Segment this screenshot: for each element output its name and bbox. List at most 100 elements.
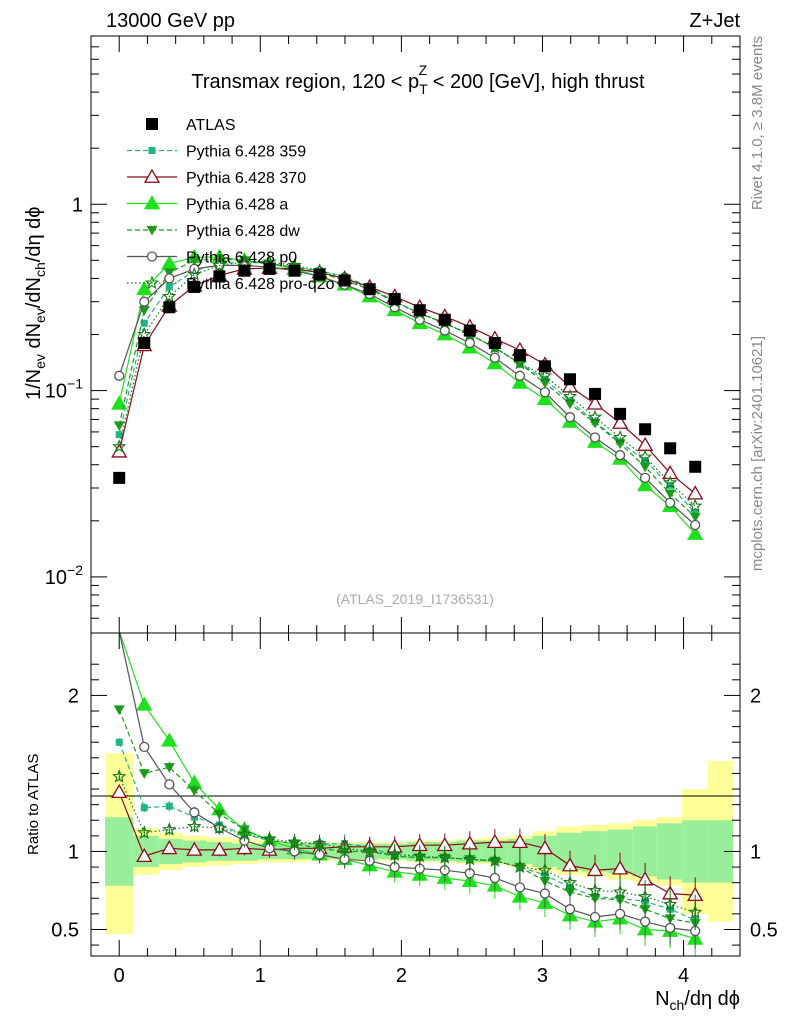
ratio-point-pythia-6-428-a — [136, 696, 153, 711]
ratio-y-axis-label: Ratio to ATLAS — [25, 754, 42, 855]
ratio-y-tick-label: 0.5 — [51, 919, 79, 941]
ratio-point-pythia-6-428-pro-q2o — [112, 769, 127, 783]
ratio-point-pythia-6-428-p0 — [139, 741, 150, 753]
data-point-atlas — [363, 283, 376, 296]
data-point-pythia-6-428-a — [636, 477, 654, 492]
main-y-axis-label: 1/Nev dNev/dNch/dη dϕ — [23, 207, 48, 400]
ratio-point-pythia-6-428-p0 — [539, 888, 551, 899]
ratio-point-pythia-6-428-pro-q2o — [387, 847, 402, 861]
data-point-atlas — [188, 280, 201, 293]
ylabel-part-a: 1/N — [23, 369, 45, 400]
ratio-y-tick-label-right: 0.5 — [750, 919, 778, 941]
data-point-atlas — [338, 274, 351, 287]
ratio-point-pythia-6-428-370 — [161, 840, 178, 855]
side-label-top: Rivet 4.1.0, ≥ 3.8M events — [749, 36, 766, 210]
ratio-point-pythia-6-428-pro-q2o — [512, 859, 528, 874]
data-point-pythia-6-428-p0 — [539, 387, 551, 398]
ratio-point-pythia-6-428-p0 — [564, 904, 576, 915]
ratio-point-pythia-6-428-dw — [113, 705, 125, 715]
ratio-y-tick-label-right: 2 — [750, 685, 761, 707]
data-point-pythia-6-428-pro-q2o — [637, 449, 653, 464]
data-point-pythia-6-428-370 — [687, 485, 704, 500]
data-point-pythia-6-428-370 — [611, 414, 629, 429]
legend-marker-pythia-6-428-pro-q2o — [144, 275, 160, 290]
ratio-point-pythia-6-428-pro-q2o — [688, 904, 703, 919]
legend-label-pythia-6-428-p0: Pythia 6.428 p0 — [186, 250, 297, 267]
data-point-pythia-6-428-359 — [115, 431, 123, 439]
data-point-atlas — [563, 373, 576, 386]
data-point-pythia-6-428-dw — [689, 512, 701, 523]
ratio-point-pythia-6-428-pro-q2o — [237, 826, 252, 841]
title-main: Transmax region, 120 < p — [191, 71, 419, 93]
data-point-pythia-6-428-p0 — [514, 370, 526, 381]
data-point-pythia-6-428-dw — [188, 256, 200, 266]
data-point-pythia-6-428-pro-q2o — [688, 498, 703, 513]
data-point-atlas — [639, 423, 652, 436]
data-point-pythia-6-428-359 — [165, 283, 173, 291]
data-point-pythia-6-428-dw — [163, 268, 175, 279]
ratio-point-pythia-6-428-370 — [536, 840, 554, 855]
data-point-pythia-6-428-pro-q2o — [612, 430, 628, 444]
ratio-point-pythia-6-428-dw — [213, 809, 225, 820]
data-point-pythia-6-428-p0 — [639, 472, 651, 484]
stat-band-bin — [632, 826, 657, 877]
ratio-point-pythia-6-428-pro-q2o — [437, 850, 452, 864]
ratio-point-pythia-6-428-pro-q2o — [587, 883, 603, 897]
data-point-pythia-6-428-pro-q2o — [587, 409, 603, 424]
ratio-point-pythia-6-428-pro-q2o — [137, 825, 152, 839]
data-point-atlas — [138, 337, 151, 350]
ylabel-part-e: /dN — [23, 277, 45, 308]
ratio-point-pythia-6-428-pro-q2o — [663, 897, 678, 911]
data-point-atlas — [238, 264, 251, 277]
analysis-label: (ATLAS_2019_I1736531) — [336, 591, 494, 607]
ratio-point-pythia-6-428-359 — [140, 804, 148, 812]
data-point-atlas — [163, 301, 176, 314]
ratio-point-pythia-6-428-pro-q2o — [212, 820, 227, 835]
data-point-pythia-6-428-p0 — [164, 273, 175, 284]
ratio-point-pythia-6-428-370 — [511, 833, 529, 848]
data-point-atlas — [513, 349, 526, 362]
ratio-line-pythia-6-428-p0 — [118, 630, 696, 932]
ratio-point-pythia-6-428-a — [161, 732, 178, 747]
data-point-pythia-6-428-pro-q2o — [562, 388, 578, 403]
data-point-pythia-6-428-p0 — [489, 352, 501, 363]
data-point-pythia-6-428-pro-q2o — [187, 267, 202, 281]
data-point-pythia-6-428-370 — [662, 464, 679, 480]
ratio-point-pythia-6-428-dw — [138, 769, 150, 779]
ratio-point-pythia-6-428-p0 — [639, 916, 651, 927]
data-point-pythia-6-428-p0 — [139, 296, 150, 307]
legend-marker-pythia-6-428-359 — [148, 147, 156, 154]
ratio-point-pythia-6-428-pro-q2o — [312, 836, 327, 850]
data-point-pythia-6-428-a — [536, 390, 554, 406]
data-point-pythia-6-428-dw — [664, 489, 676, 500]
stat-band-bin — [682, 820, 708, 883]
data-point-atlas — [388, 293, 401, 306]
main-y-tick-label: 1 — [72, 194, 83, 216]
data-point-pythia-6-428-pro-q2o — [663, 475, 678, 489]
ratio-point-pythia-6-428-pro-q2o — [412, 848, 427, 863]
ratio-point-pythia-6-428-p0 — [614, 908, 626, 920]
ratio-point-pythia-6-428-pro-q2o — [362, 844, 377, 858]
data-point-atlas — [664, 442, 677, 455]
data-point-pythia-6-428-p0 — [690, 519, 701, 531]
ylabel-part-f: ch — [32, 262, 48, 277]
ratio-point-pythia-6-428-p0 — [665, 922, 676, 934]
legend-marker-pythia-6-428-370 — [143, 168, 161, 183]
legend-label-pythia-6-428-pro-q2o: Pythia 6.428 pro-q2o — [186, 276, 335, 293]
data-point-pythia-6-428-p0 — [665, 497, 676, 508]
header-left: 13000 GeV pp — [106, 10, 235, 32]
data-point-atlas — [589, 387, 602, 400]
data-point-pythia-6-428-pro-q2o — [112, 439, 127, 453]
ratio-plot-frame — [90, 632, 741, 957]
data-point-atlas — [488, 337, 501, 350]
legend-label-pythia-6-428-a: Pythia 6.428 a — [186, 197, 288, 214]
series-line-pythia-6-428-370 — [118, 267, 696, 495]
data-point-pythia-6-428-370 — [636, 436, 654, 451]
ratio-point-pythia-6-428-370 — [136, 847, 153, 863]
ratio-point-pythia-6-428-p0 — [589, 911, 601, 923]
main-plot-panel: 10−210−11 — [45, 35, 741, 634]
legend-marker-atlas — [146, 118, 158, 130]
ratio-point-pythia-6-428-pro-q2o — [287, 834, 302, 849]
main-axes: 10−210−11 — [45, 35, 741, 634]
ratio-point-pythia-6-428-pro-q2o — [262, 831, 277, 846]
